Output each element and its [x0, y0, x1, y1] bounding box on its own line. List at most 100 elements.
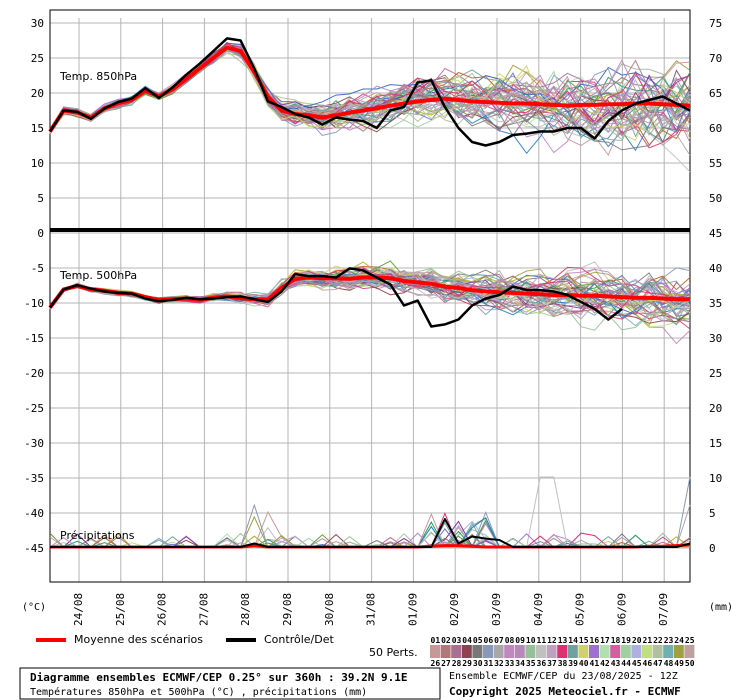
pert-number: 09 [515, 636, 525, 645]
left-tick-label: 5 [37, 192, 44, 205]
right-tick-label: 0 [709, 542, 716, 555]
pert-number: 32 [494, 659, 504, 668]
left-tick-label: -10 [24, 297, 44, 310]
pert-swatch [599, 645, 610, 658]
date-tick-label: 27/08 [197, 593, 210, 626]
pert-number: 49 [674, 659, 684, 668]
left-tick-label: 10 [31, 157, 44, 170]
pert-swatch [536, 645, 546, 658]
pert-number: 06 [484, 636, 494, 645]
date-tick-label: 02/09 [448, 593, 461, 626]
footer: Diagramme ensembles ECMWF/CEP 0.25° sur … [19, 667, 681, 700]
right-tick-label: 50 [709, 192, 722, 205]
date-tick-label: 24/08 [72, 593, 85, 626]
panel-label-precip: Précipitations [60, 529, 135, 542]
pert-number: 21 [643, 636, 653, 645]
pert-swatch [451, 645, 462, 658]
date-tick-label: 25/08 [114, 593, 127, 626]
pert-number: 19 [621, 636, 631, 645]
precip-control-line [50, 518, 691, 548]
pert-swatch [567, 645, 578, 658]
pert-number: 16 [590, 636, 600, 645]
pert-number: 36 [537, 659, 547, 668]
pert-number: 31 [484, 659, 494, 668]
date-tick-label: 01/09 [406, 593, 419, 626]
pert-number: 48 [664, 659, 674, 668]
pert-number: 18 [611, 636, 621, 645]
left-tick-label: -25 [24, 402, 44, 415]
right-tick-label: 45 [709, 227, 722, 240]
pert-number: 05 [473, 636, 483, 645]
right-tick-label: 55 [709, 157, 722, 170]
left-tick-label: -35 [24, 472, 44, 485]
legend-pert-swatches: 01 26 02 27 03 28 04 29 05 30 06 31 07 32 08 33 09 34 10 35… [430, 636, 695, 668]
t500-control-line [48, 267, 623, 328]
pert-swatch [589, 645, 599, 658]
pert-number: 17 [600, 636, 610, 645]
right-tick-label: 60 [709, 122, 722, 135]
legend-mean-label: Moyenne des scénarios [74, 633, 203, 646]
pert-swatch [493, 645, 504, 658]
pert-swatch [684, 645, 695, 658]
date-tick-label: 03/09 [490, 593, 503, 626]
t500-mean-line [48, 275, 690, 309]
pert-number: 10 [526, 636, 536, 645]
pert-number: 04 [462, 636, 472, 645]
left-tick-label: 30 [31, 17, 44, 30]
pert-number: 27 [441, 659, 451, 668]
left-tick-label: 15 [31, 122, 44, 135]
pert-number: 23 [664, 636, 674, 645]
pert-swatch [546, 645, 557, 658]
panel-separator [50, 228, 690, 232]
left-tick-label: 25 [31, 52, 44, 65]
pert-number: 13 [558, 636, 568, 645]
pert-swatch [504, 645, 515, 658]
pert-number: 15 [579, 636, 589, 645]
date-tick-label: 06/09 [615, 593, 628, 626]
pert-number: 28 [452, 659, 462, 668]
legend-control-label: Contrôle/Det [264, 633, 334, 646]
right-tick-label: 15 [709, 437, 722, 450]
pert-number: 42 [600, 659, 610, 668]
pert-number: 02 [441, 636, 451, 645]
left-tick-label: -30 [24, 437, 44, 450]
pert-swatch [578, 645, 589, 658]
right-tick-label: 10 [709, 472, 722, 485]
pert-swatch [483, 645, 493, 658]
pert-number: 11 [537, 636, 547, 645]
left-tick-label: -20 [24, 367, 44, 380]
pert-line [49, 45, 691, 136]
date-tick-label: 28/08 [239, 593, 252, 626]
footer-copyright: Copyright 2025 Meteociel.fr - ECMWF [449, 685, 681, 698]
pert-swatch [642, 645, 652, 658]
panel-label-t500: Temp. 500hPa [59, 269, 137, 282]
pert-number: 41 [590, 659, 600, 668]
pert-number: 47 [653, 659, 663, 668]
t850-control-line [48, 37, 691, 147]
right-tick-label: 25 [709, 367, 722, 380]
right-tick-label: 35 [709, 297, 722, 310]
pert-number: 03 [452, 636, 462, 645]
pert-swatch [472, 645, 483, 658]
pert-number: 26 [431, 659, 441, 668]
pert-number: 25 [685, 636, 695, 645]
right-unit-label: (mm) [709, 602, 733, 613]
date-tick-label: 29/08 [281, 593, 294, 626]
legend-perts-label: 50 Perts. [369, 646, 418, 659]
pert-number: 45 [632, 659, 642, 668]
pert-number: 50 [685, 659, 695, 668]
left-tick-label: 0 [37, 227, 44, 240]
pert-number: 43 [611, 659, 621, 668]
pert-swatch [610, 645, 621, 658]
footer-title-box [19, 667, 441, 700]
left-tick-label: -45 [24, 542, 44, 555]
date-tick-label: 26/08 [156, 593, 169, 626]
right-tick-label: 75 [709, 17, 722, 30]
right-tick-label: 40 [709, 262, 722, 275]
date-tick-label: 31/08 [365, 593, 378, 626]
pert-number: 46 [643, 659, 653, 668]
pert-number: 12 [547, 636, 557, 645]
date-tick-label: 04/09 [532, 593, 545, 626]
pert-number: 08 [505, 636, 515, 645]
left-unit-label: (°C) [22, 602, 46, 613]
